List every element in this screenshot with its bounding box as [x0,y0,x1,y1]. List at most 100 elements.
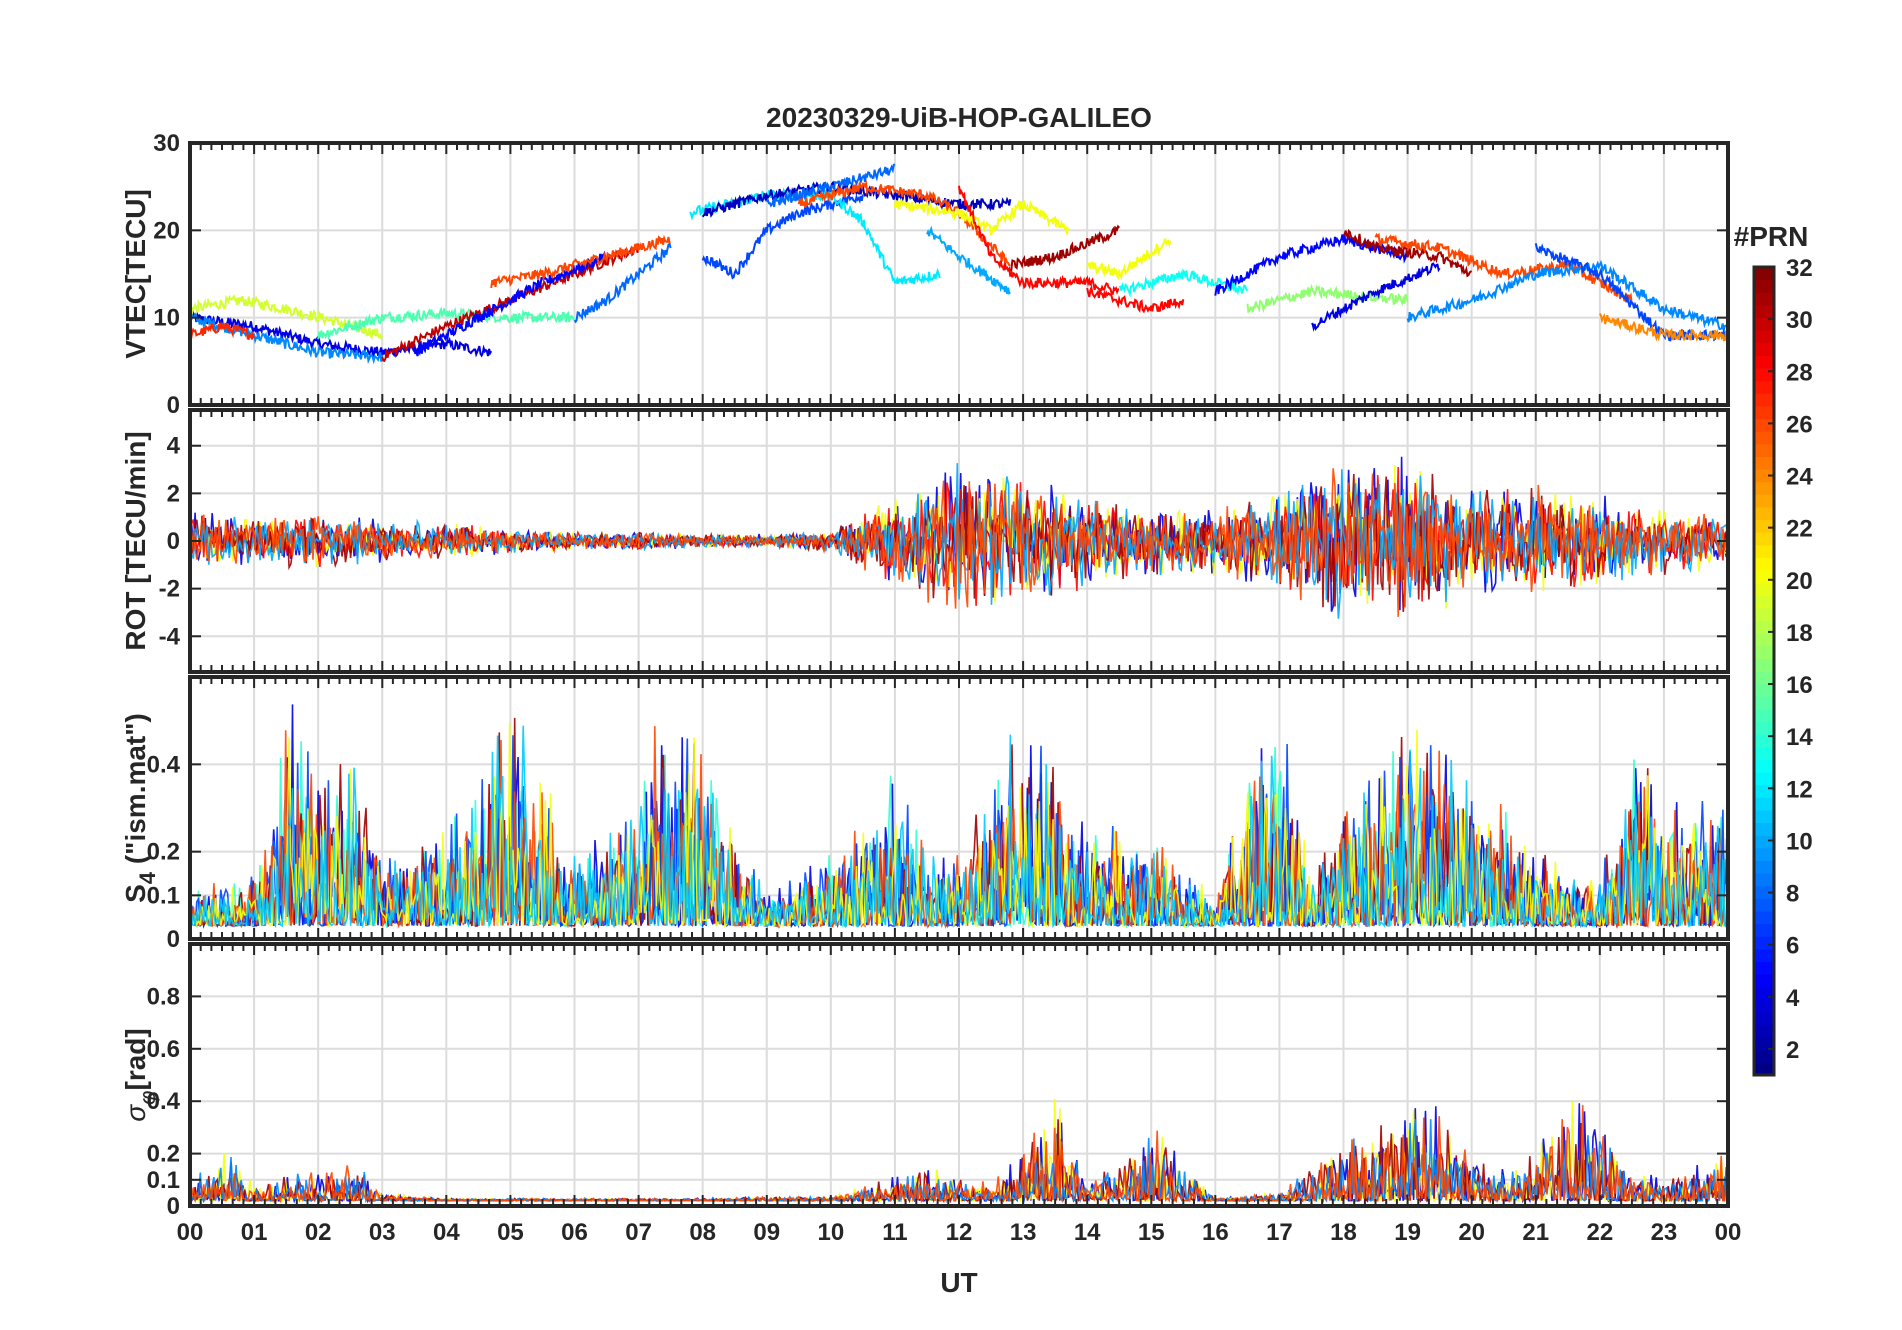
y-tick-label: 0 [167,926,180,953]
colorbar-tick-label: 18 [1786,620,1813,647]
colorbar-segment [1754,708,1774,723]
series-line-prn-20 [1086,238,1172,281]
series-line-prn-26 [190,468,1728,617]
x-tick-label: 20 [1458,1219,1485,1246]
colorbar-segment [1754,304,1774,319]
colorbar-segment [1754,948,1774,962]
data-lines [190,704,1728,930]
series-line-prn-28 [1086,284,1185,314]
colorbar-segment [1754,519,1774,533]
colorbar-tick-label: 8 [1786,881,1799,908]
colorbar-tick-label: 16 [1786,672,1813,699]
colorbar-segment [1754,342,1774,356]
colorbar-segment [1754,696,1774,710]
series-line-prn-9 [1406,259,1728,331]
colorbar-tick-label: 14 [1786,724,1813,751]
x-tick-label: 12 [946,1219,973,1246]
y-axis-label: S4 ("ism.mat") [120,713,160,903]
colorbar-segment [1754,633,1774,647]
colorbar-segment [1754,368,1774,382]
colorbar-segment [1754,279,1774,293]
panel-rot: -4 -2 0 2 4 ROT [TECU/min] [120,408,1730,674]
panel-vtec: 0 10 20 30 VTEC[TECU] [120,130,1730,419]
colorbar-segment [1754,393,1774,407]
colorbar-title: #PRN [1734,221,1809,252]
series-line-prn-8 [573,242,672,324]
colorbar-frame [1752,265,1776,1077]
y-tick-label: -4 [159,623,181,650]
colorbar-segment [1754,645,1774,659]
y-tick-label: 10 [153,305,180,332]
series-line-prn-7 [190,735,1728,929]
x-tick-label: 21 [1522,1219,1549,1246]
x-axis-label: UT [940,1267,977,1298]
colorbar-segment [1754,1037,1774,1051]
y-tick-label: 0.1 [147,882,180,909]
x-tick-label: 17 [1266,1219,1293,1246]
series-line-prn-31 [1343,228,1473,278]
colorbar-tick-label: 6 [1786,933,1799,960]
colorbar-segment [1754,809,1774,824]
x-tick-marks [189,143,1729,405]
x-tick-label: 05 [497,1219,524,1246]
x-tick-label: 06 [561,1219,588,1246]
x-tick-label: 13 [1010,1219,1037,1246]
colorbar-segment [1754,671,1774,685]
y-axis-label: σφ[rad] [120,1028,160,1121]
colorbar-segment [1754,873,1774,887]
colorbar-segment [1754,607,1774,622]
y-axis-label: VTEC[TECU] [120,189,151,359]
series-line-prn-15 [317,306,576,341]
x-tick-label: 00 [177,1219,204,1246]
colorbar-tick-label: 30 [1786,307,1813,334]
series-line-prn-27 [190,320,256,341]
colorbar-tick-label: 4 [1786,985,1800,1012]
panel-sigma_phi: 00.10.2 0.4 0.6 0.8 σφ[rad] 00 01 02 03 04 05 06 07 0… [120,942,1742,1246]
x-tick-label: 22 [1586,1219,1613,1246]
colorbar-segment [1754,1062,1774,1076]
series-line-prn-17 [1246,283,1409,314]
colorbar-segment [1754,999,1774,1013]
x-tick-label: 14 [1074,1219,1101,1246]
y-tick-label: 0.4 [147,1088,181,1115]
colorbar-segment [1754,961,1774,975]
colorbar-segment [1754,822,1774,836]
colorbar-segment [1754,936,1774,950]
x-tick-label: 00 [1715,1219,1742,1246]
colorbar-segment [1754,481,1774,495]
x-tick-label: 15 [1138,1219,1165,1246]
x-tick-label: 03 [369,1219,396,1246]
x-tick-label: 08 [689,1219,716,1246]
colorbar-tick-label: 12 [1786,776,1813,803]
colorbar-segment [1754,380,1774,394]
colorbar-segment [1754,847,1774,861]
colorbar-segment [1754,923,1774,937]
y-tick-label: 0.8 [147,983,180,1010]
colorbar-segment [1754,532,1774,546]
x-tick-marks [189,410,1729,672]
colorbar-segment [1754,456,1774,470]
colorbar-segment [1754,355,1774,369]
data-lines [190,456,1728,619]
x-tick-label: 23 [1651,1219,1678,1246]
colorbar-tick-label: 10 [1786,828,1813,855]
colorbar-segment [1754,784,1774,798]
colorbar-tick-label: 26 [1786,411,1813,438]
colorbar-segment [1754,1049,1774,1063]
x-tick-label: 18 [1330,1219,1357,1246]
x-tick-label: 11 [882,1219,907,1246]
colorbar-segment [1754,317,1774,331]
series-line-prn-31 [1009,224,1120,272]
y-tick-label: 0.2 [147,839,180,866]
x-tick-label: 19 [1394,1219,1421,1246]
y-tick-label: 0 [167,528,180,555]
series-line-prn-4 [1311,262,1441,333]
colorbar-segment [1754,910,1774,925]
colorbar-segment [1754,506,1774,521]
colorbar-segment [1754,835,1774,849]
colorbar-segment [1754,330,1774,344]
x-tick-label: 02 [305,1219,332,1246]
colorbar-segment [1754,683,1774,697]
